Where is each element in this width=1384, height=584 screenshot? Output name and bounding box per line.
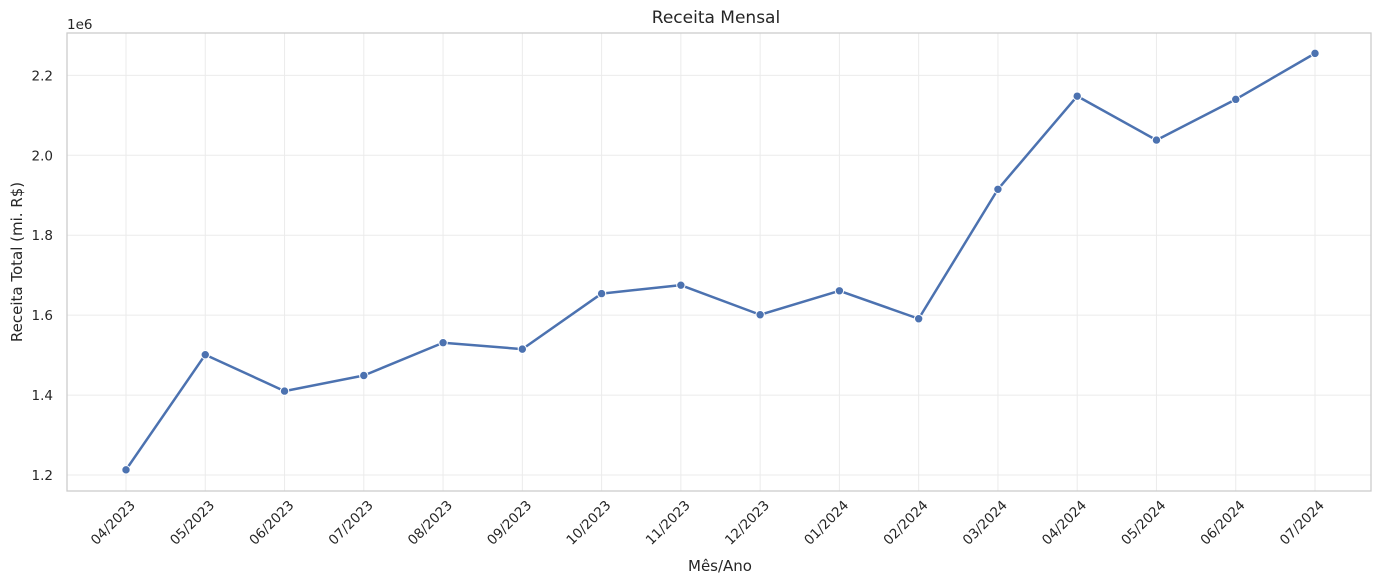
x-tick-label: 12/2023 <box>722 498 773 549</box>
x-tick-label: 04/2024 <box>1039 498 1090 549</box>
x-tick-label: 05/2023 <box>167 498 218 549</box>
chart-title: Receita Mensal <box>652 8 780 28</box>
data-point <box>993 184 1003 194</box>
data-point <box>596 288 607 299</box>
series-line <box>124 52 1317 472</box>
x-tick-label: 08/2023 <box>405 498 456 549</box>
y-tick-labels: 1.2 1.4 1.6 1.8 2.0 2.2 <box>32 68 53 484</box>
data-point <box>913 314 924 324</box>
data-point <box>755 310 765 320</box>
data-point <box>517 344 528 354</box>
x-tick-label: 06/2023 <box>246 498 297 549</box>
data-point <box>1151 135 1162 145</box>
data-point <box>1310 48 1320 59</box>
x-tick-label: 01/2024 <box>801 498 852 549</box>
y-tick-label: 2.2 <box>32 68 53 84</box>
data-point <box>1072 91 1082 101</box>
series-layer <box>121 48 1320 475</box>
x-tick-label: 04/2023 <box>88 498 139 549</box>
data-point <box>279 386 290 396</box>
x-tick-label: 05/2024 <box>1118 498 1169 549</box>
x-tick-label: 06/2024 <box>1198 498 1249 549</box>
x-tick-label: 10/2023 <box>563 498 614 549</box>
x-tick-label: 09/2023 <box>484 498 535 549</box>
data-point <box>359 370 369 381</box>
x-axis-title: Mês/Ano <box>688 557 752 575</box>
data-point <box>200 350 210 360</box>
data-point <box>438 338 448 348</box>
x-tick-labels: 04/2023 05/2023 06/2023 07/2023 08/2023 09/20… <box>88 498 1328 549</box>
y-tick-label: 1.6 <box>32 308 53 324</box>
data-point <box>834 286 845 296</box>
y-tick-label: 1.8 <box>32 228 53 244</box>
plot-frame <box>66 32 1372 492</box>
y-tick-label: 1.4 <box>32 388 53 404</box>
data-point <box>676 280 686 290</box>
x-tick-label: 07/2024 <box>1277 498 1328 549</box>
data-point <box>121 465 131 475</box>
y-offset-label: 1e6 <box>67 17 92 33</box>
y-tick-label: 1.2 <box>32 468 53 484</box>
y-axis-title: Receita Total (mi. R$) <box>8 182 26 342</box>
grid <box>67 33 1371 491</box>
y-tick-label: 2.0 <box>32 148 53 164</box>
x-tick-label: 02/2024 <box>881 498 932 549</box>
x-tick-label: 03/2024 <box>960 498 1011 549</box>
x-tick-label: 11/2023 <box>643 498 694 549</box>
x-tick-label: 07/2023 <box>326 498 377 549</box>
data-point <box>1231 94 1241 105</box>
